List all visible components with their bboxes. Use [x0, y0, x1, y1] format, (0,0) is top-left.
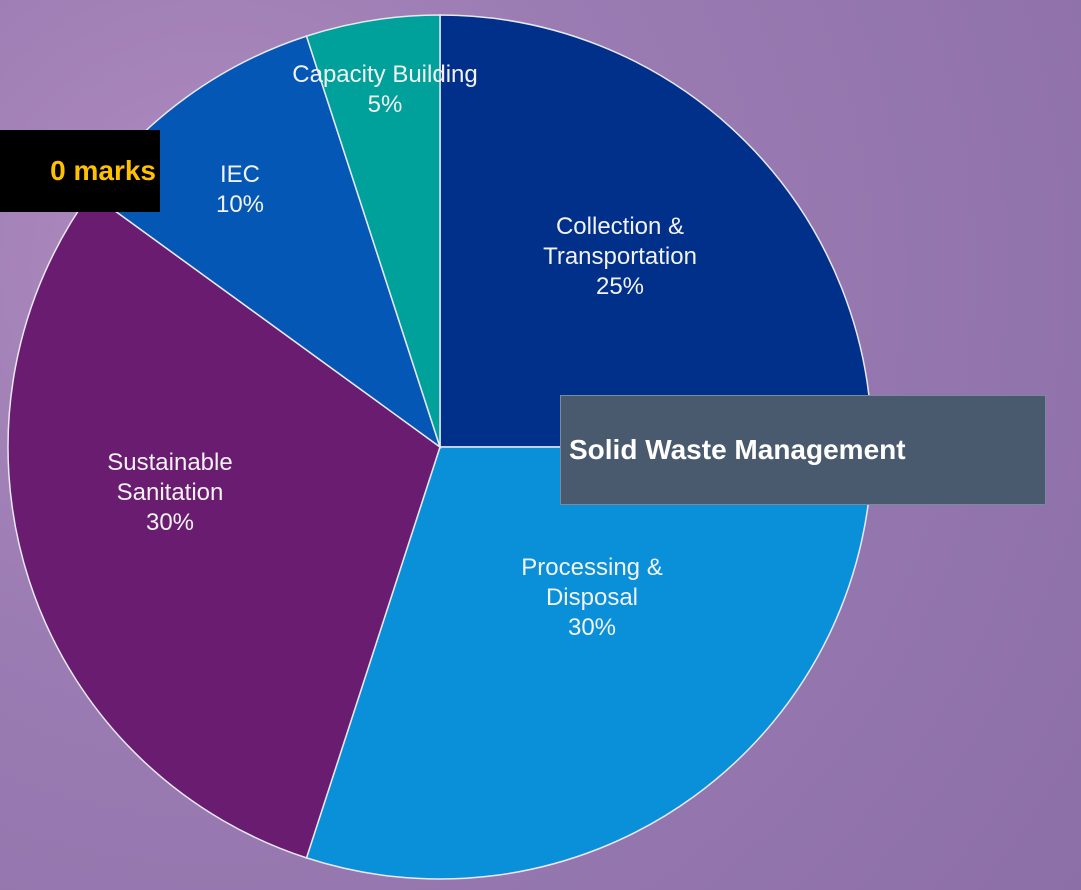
slice-label: IEC: [219, 161, 260, 188]
pie-slice: [305, 446, 873, 880]
slice-value: 10%: [215, 191, 265, 218]
slice-value: 30%: [145, 509, 195, 536]
slice-value: 5%: [367, 91, 403, 118]
slice-label: Capacity Building: [292, 61, 478, 88]
slice-label: Processing & Disposal: [521, 554, 663, 611]
slice-value: 30%: [567, 614, 617, 641]
pie-slice: [7, 192, 441, 859]
slice-label: Sustainable Sanitation: [107, 449, 233, 506]
title-box: Solid Waste Management: [560, 395, 1046, 505]
marks-label: 0 marks: [0, 130, 160, 212]
pie-slice: [439, 14, 873, 448]
pie-slice: [305, 14, 441, 448]
slice-value: 25%: [595, 273, 645, 300]
slice-label: Collection & Transportation: [543, 213, 697, 270]
